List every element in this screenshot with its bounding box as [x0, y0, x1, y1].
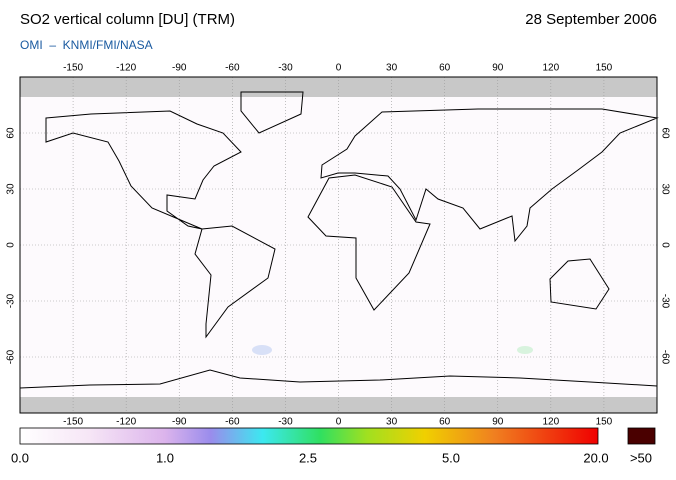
- signal-patch: [517, 346, 533, 354]
- lon-tick-label: 30: [386, 63, 398, 74]
- lat-tick-label: -30: [6, 293, 17, 308]
- coastline: [194, 225, 276, 339]
- lat-tick-label: -60: [6, 349, 17, 364]
- colorbar-overflow: [627, 427, 656, 445]
- map-area: [19, 76, 659, 414]
- coastline: [320, 108, 659, 243]
- colorbar: [19, 427, 599, 445]
- lat-tick-label: -30: [659, 294, 670, 309]
- coastline: [307, 174, 431, 311]
- lon-tick-label: 60: [439, 63, 451, 74]
- colorbar-label: 1.0: [156, 450, 174, 465]
- lon-tick-label: -150: [63, 63, 83, 74]
- lat-tick-label: 60: [659, 127, 670, 139]
- coastline: [45, 110, 242, 230]
- lon-tick-label: 60: [439, 417, 451, 428]
- lon-tick-label: 150: [596, 63, 613, 74]
- lon-tick-label: -30: [278, 417, 293, 428]
- coastline: [549, 258, 610, 310]
- lon-tick-label: 120: [542, 63, 559, 74]
- colorbar-label: 5.0: [442, 450, 460, 465]
- lon-tick-label: 90: [492, 63, 504, 74]
- lat-tick-label: 0: [659, 242, 670, 248]
- colorbar-label: 20.0: [583, 450, 608, 465]
- credit: OMI – KNMI/FMI/NASA: [20, 38, 153, 52]
- lon-tick-label: 150: [596, 417, 613, 428]
- map-frame: [19, 76, 658, 414]
- coastline: [240, 91, 304, 134]
- lon-tick-label: -90: [172, 63, 187, 74]
- lon-tick-label: 0: [336, 63, 342, 74]
- lat-tick-label: 30: [6, 183, 17, 195]
- lat-tick-label: 30: [659, 183, 670, 195]
- lon-tick-label: -120: [116, 417, 136, 428]
- title: SO2 vertical column [DU] (TRM): [20, 11, 235, 28]
- lon-tick-label: 90: [492, 417, 504, 428]
- lon-tick-label: -60: [225, 63, 240, 74]
- colorbar-label: 2.5: [299, 450, 317, 465]
- lon-tick-label: -120: [116, 63, 136, 74]
- lon-tick-label: -60: [225, 417, 240, 428]
- lon-tick-label: -30: [278, 63, 293, 74]
- lon-tick-label: 30: [386, 417, 398, 428]
- signal-patch: [252, 345, 272, 355]
- coastline: [19, 369, 658, 389]
- colorbar-label: 0.0: [11, 450, 29, 465]
- lat-tick-label: 0: [6, 242, 17, 248]
- date: 28 September 2006: [525, 11, 657, 28]
- lon-tick-label: -90: [172, 417, 187, 428]
- lat-tick-label: -60: [659, 350, 670, 365]
- lat-tick-label: 60: [6, 127, 17, 139]
- colorbar-overflow-label: >50: [630, 450, 652, 465]
- lon-tick-label: 120: [542, 417, 559, 428]
- lon-tick-label: -150: [63, 417, 83, 428]
- lon-tick-label: 0: [336, 417, 342, 428]
